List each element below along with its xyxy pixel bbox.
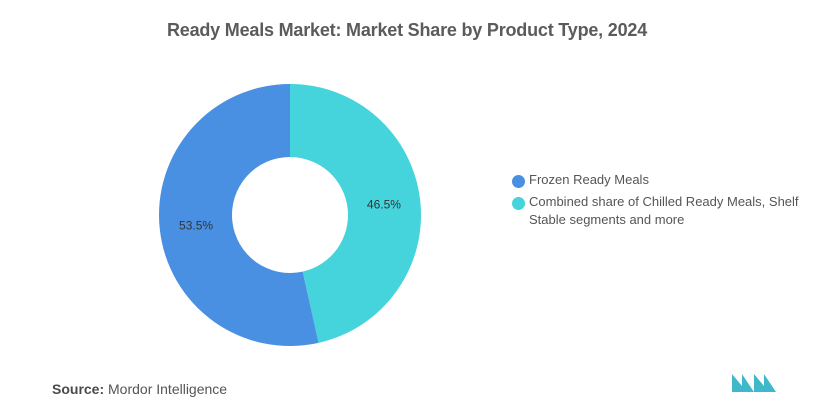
donut-slice-1 — [159, 84, 319, 346]
mordor-intelligence-logo-icon — [732, 374, 776, 392]
legend-label-combined: Combined share of Chilled Ready Meals, S… — [529, 194, 799, 227]
source-text: Mordor Intelligence — [108, 381, 228, 397]
source-label: Source: — [52, 381, 105, 397]
legend-item-frozen: Frozen Ready Meals — [512, 171, 802, 189]
donut-chart: 46.5% 53.5% — [159, 84, 422, 346]
legend-swatch-combined — [512, 197, 525, 210]
chart-title: Ready Meals Market: Market Share by Prod… — [166, 20, 648, 40]
legend-swatch-frozen — [512, 175, 525, 188]
data-label-1: 53.5% — [179, 218, 213, 232]
source-note: Source: Mordor Intelligence — [52, 381, 227, 397]
data-label-0: 46.5% — [367, 198, 401, 212]
legend-label-frozen: Frozen Ready Meals — [529, 172, 649, 187]
legend: Frozen Ready Meals Combined share of Chi… — [512, 171, 802, 233]
legend-item-combined: Combined share of Chilled Ready Meals, S… — [512, 193, 802, 229]
donut-slice-0 — [290, 84, 422, 343]
